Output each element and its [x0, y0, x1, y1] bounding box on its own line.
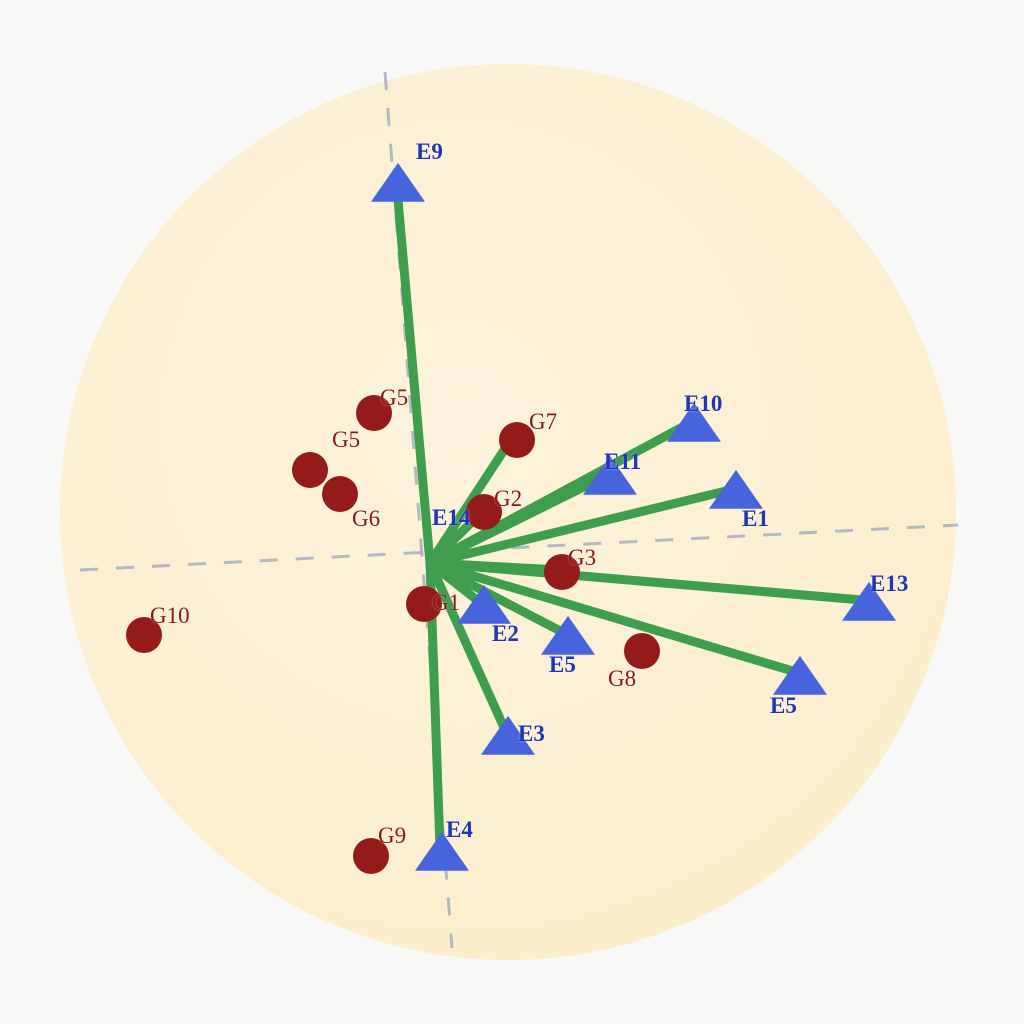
- coverage-disk: [60, 64, 956, 960]
- evacuee-node-e13-4[interactable]: [842, 581, 896, 621]
- edge-e5b[interactable]: [425, 558, 571, 639]
- evacuee-node-e1-3[interactable]: [709, 469, 763, 509]
- axis-horizontal-dashed: [79, 523, 959, 572]
- generator-node-g9-9[interactable]: [353, 838, 389, 874]
- generator-node-g1-6[interactable]: [406, 586, 442, 622]
- generator-node-g10-8[interactable]: [126, 617, 162, 653]
- evacuee-node-e9-0[interactable]: [371, 162, 425, 202]
- evacuee-node-e4-9[interactable]: [415, 831, 469, 871]
- generator-node-g3-5[interactable]: [544, 554, 580, 590]
- generator-node-g6-2[interactable]: [322, 476, 358, 512]
- evacuee-node-e5-5[interactable]: [773, 655, 827, 695]
- edge-e10[interactable]: [425, 419, 693, 568]
- evacuees-group: [371, 162, 896, 871]
- edge-e9[interactable]: [393, 195, 435, 568]
- edge-g3[interactable]: [425, 558, 565, 575]
- edge-e5a[interactable]: [425, 558, 801, 677]
- evacuee-node-e3-8[interactable]: [481, 715, 535, 755]
- evacuee-node-e10-1[interactable]: [667, 402, 721, 442]
- evacuee-node-e11-2[interactable]: [583, 455, 637, 495]
- generator-node-g2-4[interactable]: [466, 494, 502, 530]
- edges-group: [393, 195, 867, 853]
- generator-node-g8-7[interactable]: [624, 633, 660, 669]
- evacuee-node-e2-7[interactable]: [457, 584, 511, 624]
- edge-e1[interactable]: [425, 485, 735, 568]
- generator-node-g5-1[interactable]: [292, 452, 328, 488]
- generator-node-g7-3[interactable]: [499, 422, 535, 458]
- generator-node-g5-0[interactable]: [356, 395, 392, 431]
- edge-e3[interactable]: [425, 558, 511, 737]
- generators-group: [126, 395, 660, 874]
- evacuee-node-e5-6[interactable]: [541, 615, 595, 655]
